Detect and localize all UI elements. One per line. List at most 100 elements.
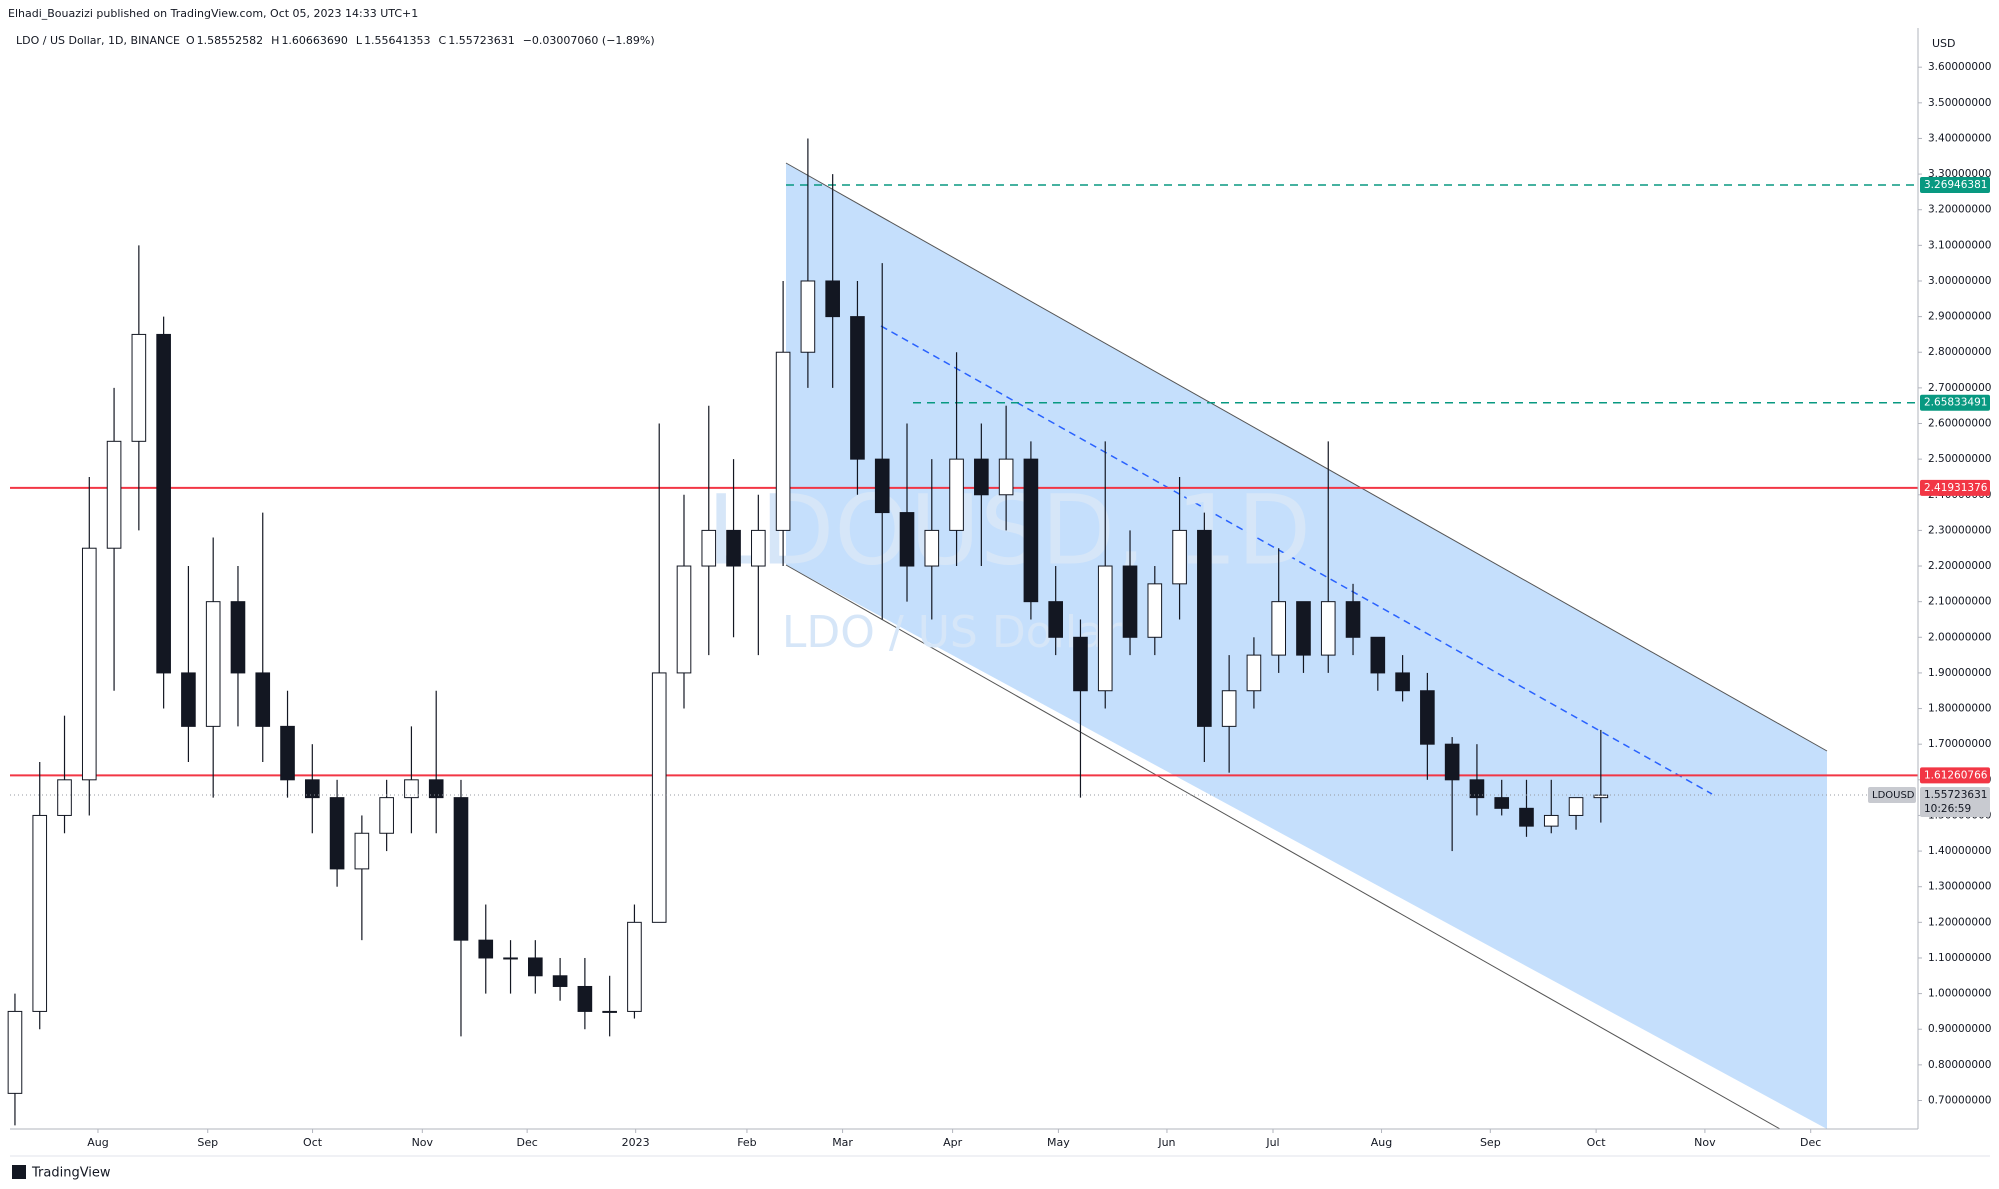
candle-body (379, 797, 394, 834)
candle-body (1320, 601, 1336, 656)
candle-body (1395, 672, 1410, 692)
y-tick-label: 2.60000000 (1928, 418, 1991, 430)
x-tick-label: Nov (1694, 1136, 1716, 1149)
candle-body (205, 601, 221, 727)
y-tick-label: 2.10000000 (1928, 596, 1991, 608)
candle-body (1444, 743, 1460, 781)
candle-body (800, 280, 816, 353)
x-tick-label: Oct (1587, 1136, 1607, 1149)
candle-body (1420, 690, 1435, 745)
price-level-label: 3.26946381 (1924, 179, 1987, 191)
price-level-tag (1920, 479, 1990, 496)
y-tick-label: 2.00000000 (1928, 631, 1991, 643)
candle-body (949, 458, 964, 531)
candle-body (478, 939, 494, 959)
candle-body (651, 672, 667, 923)
candle-body (1023, 458, 1039, 603)
x-tick-label: Feb (737, 1136, 756, 1149)
candle-body (1296, 601, 1311, 656)
symbol: LDO / US Dollar, 1D, BINANCE (16, 34, 180, 47)
x-tick-label: Mar (832, 1136, 853, 1149)
ohlc-key: L (356, 34, 363, 47)
symbol-tag (1868, 787, 1916, 804)
candle-body (998, 458, 1014, 496)
candle-body (1519, 807, 1534, 827)
candle-body (924, 529, 940, 567)
candle-body (57, 779, 72, 816)
y-tick-label: 2.20000000 (1928, 560, 1991, 572)
x-tick-label: May (1047, 1136, 1070, 1149)
candle-body (1122, 565, 1138, 638)
candle-body (329, 797, 345, 870)
x-tick-label: Nov (412, 1136, 434, 1149)
y-tick-label: 2.80000000 (1928, 346, 1991, 358)
x-tick-label: Apr (943, 1136, 963, 1149)
candle-body (627, 921, 642, 1012)
candle-body (1048, 601, 1063, 638)
candle-body (751, 529, 766, 567)
candle-body (106, 440, 122, 549)
candle-body (1271, 601, 1287, 656)
price-level-tag (1920, 767, 1990, 784)
channel-bottom (785, 564, 1781, 1130)
y-tick-label: 2.90000000 (1928, 311, 1991, 323)
candle-body (354, 832, 370, 870)
legend: LDO / US Dollar, 1D, BINANCE O 1.58552582… (16, 34, 655, 47)
candle-body (181, 672, 196, 727)
y-tick-label: 3.20000000 (1928, 204, 1991, 216)
channel-midline (880, 325, 1713, 795)
candle-body (528, 957, 543, 977)
candle-body (602, 1010, 617, 1013)
last-price-label: 1.55723631 (1924, 789, 1987, 801)
price-level-tag (1920, 394, 1990, 411)
y-tick-label: 3.50000000 (1928, 97, 1991, 109)
ohlc-key: C (439, 34, 447, 47)
candle-body (1197, 529, 1212, 727)
y-tick-label: 1.90000000 (1928, 667, 1991, 679)
candle-body (1593, 794, 1609, 799)
price-level-label: 1.61260766 (1924, 769, 1988, 781)
y-tick-label: 3.10000000 (1928, 239, 1991, 251)
y-tick-label: 3.00000000 (1928, 275, 1991, 287)
candle-body (255, 672, 271, 727)
candle-body (874, 458, 890, 514)
x-tick-label: 2023 (622, 1136, 650, 1149)
footer: TradingView (31, 1166, 111, 1181)
y-tick-label: 2.30000000 (1928, 524, 1991, 536)
y-tick-label: 2.50000000 (1928, 453, 1991, 465)
currency: USD (1932, 37, 1956, 50)
candle-body (850, 316, 865, 460)
candle-body (280, 725, 295, 781)
x-tick-label: Sep (197, 1136, 218, 1149)
y-tick-label: 0.90000000 (1928, 1023, 1991, 1035)
candle-body (1370, 636, 1386, 674)
candle-body (7, 1010, 23, 1094)
x-tick-label: Jul (1265, 1136, 1279, 1149)
x-tick-label: Oct (303, 1136, 323, 1149)
x-tick-label: Jun (1157, 1136, 1175, 1149)
x-tick-label: Dec (1800, 1136, 1821, 1149)
candle-body (453, 797, 469, 941)
ohlc-value: 1.55641353 (364, 34, 430, 47)
candle-body (32, 814, 48, 1012)
y-tick-label: 1.00000000 (1928, 988, 1991, 1000)
candle-body (825, 280, 840, 318)
ohlc-value: 1.58552582 (197, 34, 263, 47)
x-tick-label: Dec (516, 1136, 537, 1149)
logo (12, 1165, 26, 1179)
candle-body (1097, 565, 1113, 692)
candle-body (1494, 797, 1510, 809)
candle-body (1568, 797, 1584, 816)
price-level-label: 2.65833491 (1924, 397, 1987, 409)
price-level-label: 2.41931376 (1924, 482, 1988, 494)
y-tick-label: 1.10000000 (1928, 952, 1991, 964)
candle-body (404, 779, 419, 799)
candle-body (1073, 636, 1088, 692)
x-tick-label: Sep (1480, 1136, 1501, 1149)
candle-body (156, 333, 171, 674)
y-tick-label: 0.80000000 (1928, 1059, 1991, 1071)
candle-body (775, 351, 791, 531)
change: −0.03007060 (−1.89%) (523, 34, 655, 47)
candle-body (726, 529, 741, 567)
y-tick-label: 2.70000000 (1928, 382, 1991, 394)
